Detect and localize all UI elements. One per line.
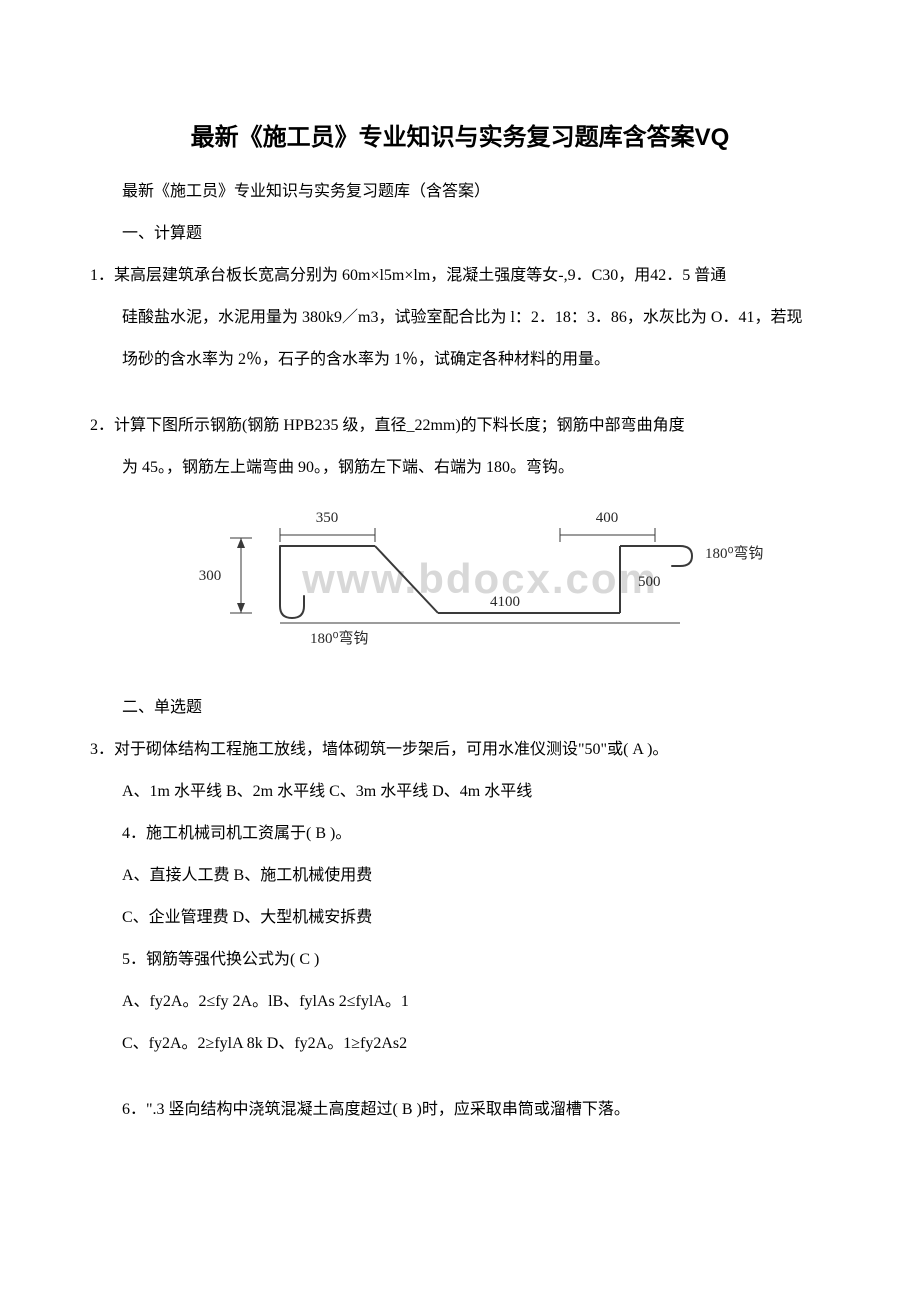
svg-text:180⁰弯钩: 180⁰弯钩 <box>705 545 764 562</box>
q1-line2: 硅酸盐水泥，水泥用量为 380k9／m3，试验室配合比为 l：2．18：3．86… <box>90 306 830 330</box>
q4-opts2: C、企业管理费 D、大型机械安拆费 <box>90 906 830 930</box>
q5-opts1: A、fy2A。2≤fy 2A。lB、fylAs 2≤fylA。1 <box>90 990 830 1014</box>
svg-text:www.bdocx.com: www.bdocx.com <box>301 555 658 602</box>
svg-text:180⁰弯钩: 180⁰弯钩 <box>310 630 369 647</box>
q3-opts: A、1m 水平线 B、2m 水平线 C、3m 水平线 D、4m 水平线 <box>90 780 830 804</box>
svg-text:500: 500 <box>638 574 661 590</box>
q1-line1: 1．某高层建筑承台板长宽高分别为 60m×l5m×lm，混凝土强度等女-,9．C… <box>90 264 830 288</box>
q5-opts2: C、fy2A。2≥fylA 8k D、fy2A。1≥fy2As2 <box>90 1032 830 1056</box>
page-title: 最新《施工员》专业知识与实务复习题库含答案VQ <box>90 120 830 156</box>
q4-opts1: A、直接人工费 B、施工机械使用费 <box>90 864 830 888</box>
q2-line2: 为 45。，钢筋左上端弯曲 90。，钢筋左下端、右端为 180。弯钩。 <box>90 456 830 480</box>
svg-text:400: 400 <box>596 510 619 526</box>
subtitle: 最新《施工员》专业知识与实务复习题库（含答案） <box>90 180 830 204</box>
q6: 6．".3 竖向结构中浇筑混凝土高度超过( B )时，应采取串筒或溜槽下落。 <box>90 1098 830 1122</box>
section-calc: 一、计算题 <box>90 222 830 246</box>
q2-line1: 2．计算下图所示钢筋(钢筋 HPB235 级，直径_22mm)的下料长度；钢筋中… <box>90 414 830 438</box>
q3: 3．对于砌体结构工程施工放线，墙体砌筑一步架后，可用水准仪测设"50"或( A … <box>90 738 830 762</box>
section-single: 二、单选题 <box>90 696 830 720</box>
q1-line3: 场砂的含水率为 2％，石子的含水率为 1％，试确定各种材料的用量。 <box>90 348 830 372</box>
svg-text:4100: 4100 <box>490 594 520 610</box>
q4: 4．施工机械司机工资属于( B )。 <box>90 822 830 846</box>
rebar-diagram: www.bdocx.com 300 350 400 500 4100 180⁰弯钩 180⁰弯… <box>180 498 830 666</box>
q5: 5．钢筋等强代换公式为( C ) <box>90 948 830 972</box>
svg-text:350: 350 <box>316 510 339 526</box>
svg-text:300: 300 <box>199 568 222 584</box>
